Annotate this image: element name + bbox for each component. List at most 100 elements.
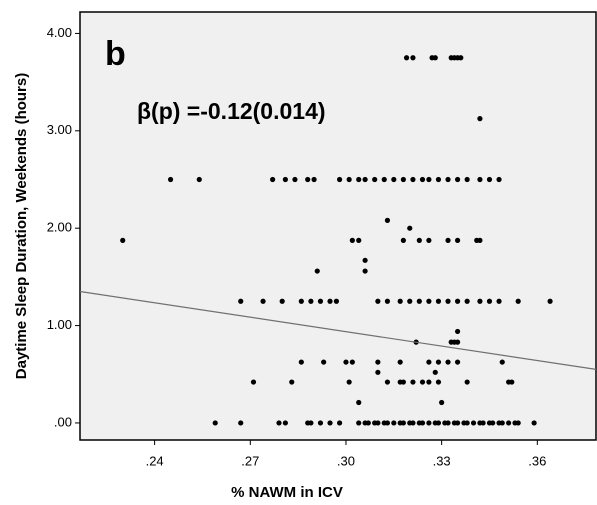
point: [426, 379, 432, 385]
point: [311, 176, 317, 183]
point: [375, 420, 381, 426]
point: [477, 237, 483, 243]
point: [419, 379, 426, 385]
point: [349, 359, 355, 365]
point: [499, 420, 505, 426]
point: [238, 420, 244, 426]
point: [381, 176, 387, 183]
y-axis-label: Daytime Sleep Duration, Weekends (hours): [13, 73, 30, 379]
point: [445, 298, 451, 304]
point: [470, 420, 477, 426]
point: [435, 176, 442, 183]
point: [419, 420, 426, 426]
point: [439, 399, 445, 406]
point: [212, 420, 218, 426]
point: [509, 379, 515, 385]
point: [490, 420, 496, 426]
point: [356, 399, 362, 406]
point: [506, 420, 512, 426]
point: [384, 379, 391, 385]
point: [486, 176, 493, 183]
point: [282, 176, 288, 183]
point: [327, 298, 333, 304]
point: [426, 420, 432, 426]
point: [298, 298, 304, 304]
y-tick-label: 2.00: [47, 220, 72, 235]
point: [196, 176, 202, 183]
point: [336, 176, 343, 183]
point: [426, 298, 432, 304]
point: [238, 298, 244, 304]
point: [400, 237, 406, 243]
point: [384, 298, 391, 304]
point: [384, 420, 391, 426]
point: [375, 359, 381, 365]
point: [321, 359, 327, 365]
point: [400, 176, 406, 183]
point: [445, 359, 451, 365]
x-tick-label: .36: [528, 453, 546, 468]
point: [464, 176, 470, 183]
point: [365, 420, 371, 426]
x-tick-label: .27: [241, 453, 259, 468]
point: [454, 237, 461, 243]
point: [397, 359, 403, 365]
point: [515, 420, 521, 426]
point: [362, 176, 368, 183]
point: [426, 176, 432, 183]
point: [336, 420, 343, 426]
point: [346, 379, 352, 385]
point: [317, 298, 324, 304]
y-tick-label: 3.00: [47, 122, 72, 137]
point: [314, 268, 320, 274]
point: [416, 298, 422, 304]
point: [292, 176, 298, 183]
point: [397, 298, 403, 304]
point: [276, 420, 282, 426]
point: [454, 176, 461, 183]
point: [445, 176, 451, 183]
x-tick-label: .24: [146, 453, 164, 468]
point: [480, 420, 486, 426]
y-tick-label: 1.00: [47, 317, 72, 332]
point: [454, 359, 461, 365]
x-axis-label: % NAWM in ICV: [231, 484, 343, 501]
point: [333, 298, 340, 304]
plot-area: [79, 11, 597, 441]
point: [486, 298, 493, 304]
point: [279, 298, 285, 304]
point: [400, 379, 406, 385]
point: [407, 225, 413, 231]
point: [362, 268, 368, 274]
point: [410, 379, 416, 385]
point: [391, 176, 397, 183]
point: [308, 420, 314, 426]
point: [400, 420, 406, 426]
y-tick-label: 4.00: [47, 25, 72, 40]
point: [349, 237, 355, 243]
point: [477, 116, 483, 122]
point: [250, 379, 257, 385]
x-tick-label: .33: [433, 453, 451, 468]
point: [298, 359, 304, 365]
point: [464, 379, 470, 385]
point: [270, 176, 276, 183]
point: [305, 176, 311, 183]
point: [426, 237, 432, 243]
point: [454, 420, 461, 426]
panel-letter: b: [105, 35, 126, 73]
stat-annotation: β(p) =-0.12(0.014): [137, 98, 326, 124]
point: [289, 379, 295, 385]
point: [391, 420, 397, 426]
point: [410, 420, 416, 426]
point: [531, 420, 537, 426]
point: [464, 298, 470, 304]
point: [308, 298, 314, 304]
point: [384, 217, 391, 224]
point: [410, 55, 416, 61]
point: [356, 420, 362, 426]
point: [375, 298, 381, 304]
point: [282, 420, 288, 426]
